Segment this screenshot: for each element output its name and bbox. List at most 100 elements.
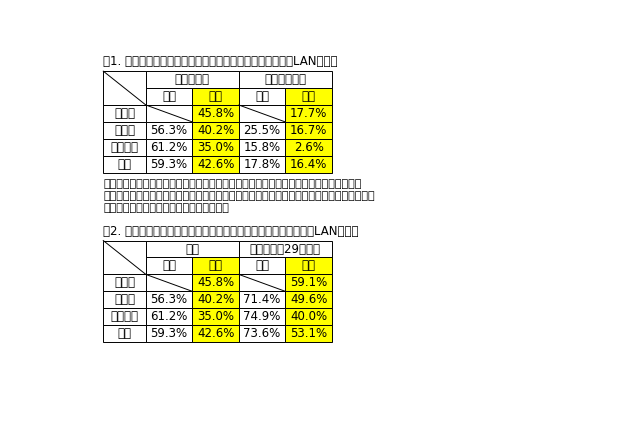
Text: 40.2%: 40.2% <box>197 124 234 137</box>
Bar <box>239 291 285 308</box>
Text: 17.8%: 17.8% <box>243 158 281 171</box>
Bar <box>146 291 193 308</box>
Bar <box>239 156 285 173</box>
Bar <box>193 139 239 156</box>
Text: 平均: 平均 <box>118 158 132 171</box>
Text: 15.8%: 15.8% <box>244 141 281 154</box>
Bar <box>146 325 193 342</box>
Text: 公立: 公立 <box>301 90 316 103</box>
Bar <box>146 274 193 291</box>
Bar <box>193 308 239 325</box>
Text: 56.3%: 56.3% <box>150 294 188 306</box>
Bar <box>193 257 239 274</box>
Text: 小学校: 小学校 <box>114 276 135 289</box>
Text: 71.4%: 71.4% <box>243 294 281 306</box>
Bar <box>285 291 332 308</box>
Bar <box>103 105 146 122</box>
Text: 2.6%: 2.6% <box>294 141 324 154</box>
Text: 35.0%: 35.0% <box>197 310 234 323</box>
Bar <box>193 291 239 308</box>
Bar <box>285 139 332 156</box>
Bar <box>239 105 285 122</box>
Text: 表1. 私立と公立の小学校・中学校・高等学校の現状の無線LAN普及率: 表1. 私立と公立の小学校・中学校・高等学校の現状の無線LAN普及率 <box>103 55 338 69</box>
Text: 学校普及率: 学校普及率 <box>175 73 210 86</box>
Bar <box>239 274 285 291</box>
Bar <box>239 257 285 274</box>
Bar <box>193 274 239 291</box>
Text: 61.2%: 61.2% <box>150 141 188 154</box>
Text: 中学校: 中学校 <box>114 294 135 306</box>
Bar <box>285 122 332 139</box>
Text: 35.0%: 35.0% <box>197 141 234 154</box>
Text: 注）教室数等には普通教室以外に特別教室、コンピュータ室、体育館、その他職員室、: 注）教室数等には普通教室以外に特別教室、コンピュータ室、体育館、その他職員室、 <box>103 178 362 189</box>
Text: 45.8%: 45.8% <box>197 276 234 289</box>
Text: 45.8%: 45.8% <box>197 107 234 120</box>
Text: 40.2%: 40.2% <box>197 294 234 306</box>
Text: 56.3%: 56.3% <box>150 124 188 137</box>
Bar <box>239 325 285 342</box>
Text: 平均: 平均 <box>118 327 132 340</box>
Text: 私立: 私立 <box>162 90 176 103</box>
Bar <box>146 257 193 274</box>
Bar <box>239 139 285 156</box>
Bar <box>103 156 146 173</box>
Text: 16.4%: 16.4% <box>290 158 327 171</box>
Bar <box>146 308 193 325</box>
Bar <box>285 156 332 173</box>
Text: 40.0%: 40.0% <box>290 310 327 323</box>
Bar <box>103 291 146 308</box>
Bar <box>103 325 146 342</box>
Bar <box>285 105 332 122</box>
Bar <box>146 139 193 156</box>
Text: 59.3%: 59.3% <box>150 158 188 171</box>
Text: 将来（平成29年度）: 将来（平成29年度） <box>250 242 321 256</box>
Bar <box>285 308 332 325</box>
Text: 校長室、事務室等を含む。特別教室とは教科専用教室（理科室、音楽室等）、多目的教室、: 校長室、事務室等を含む。特別教室とは教科専用教室（理科室、音楽室等）、多目的教室… <box>103 191 375 201</box>
Text: 私立: 私立 <box>162 259 176 273</box>
Bar <box>285 325 332 342</box>
Text: 17.7%: 17.7% <box>290 107 327 120</box>
Bar <box>103 122 146 139</box>
Text: 高等学校: 高等学校 <box>111 310 139 323</box>
Bar <box>285 274 332 291</box>
Bar <box>193 156 239 173</box>
Bar <box>146 156 193 173</box>
Bar <box>103 241 146 274</box>
Text: 74.9%: 74.9% <box>243 310 281 323</box>
Text: 25.5%: 25.5% <box>244 124 281 137</box>
Text: 42.6%: 42.6% <box>197 327 234 340</box>
Text: 中学校: 中学校 <box>114 124 135 137</box>
Text: 特別支援学級教室、視聴覚室、実習室など: 特別支援学級教室、視聴覚室、実習室など <box>103 203 229 213</box>
Text: 現状: 現状 <box>186 242 200 256</box>
Text: 公立: 公立 <box>209 259 223 273</box>
Text: 表2. 私立と公立の小学校・中学校・高等学校の現状と将来の無線LAN普及率: 表2. 私立と公立の小学校・中学校・高等学校の現状と将来の無線LAN普及率 <box>103 225 359 238</box>
Text: 59.3%: 59.3% <box>150 327 188 340</box>
Bar <box>239 88 285 105</box>
Bar <box>239 308 285 325</box>
Bar <box>103 71 146 105</box>
Bar <box>239 241 332 257</box>
Text: 16.7%: 16.7% <box>290 124 327 137</box>
Bar <box>146 241 239 257</box>
Text: 公立: 公立 <box>301 259 316 273</box>
Bar <box>285 257 332 274</box>
Text: 49.6%: 49.6% <box>290 294 327 306</box>
Text: 59.1%: 59.1% <box>290 276 327 289</box>
Text: 私立: 私立 <box>255 259 269 273</box>
Bar <box>146 122 193 139</box>
Bar <box>146 88 193 105</box>
Text: 73.6%: 73.6% <box>243 327 281 340</box>
Text: 42.6%: 42.6% <box>197 158 234 171</box>
Bar <box>285 88 332 105</box>
Bar <box>103 274 146 291</box>
Text: 高等学校: 高等学校 <box>111 141 139 154</box>
Bar <box>239 122 285 139</box>
Text: 小学校: 小学校 <box>114 107 135 120</box>
Bar <box>146 71 239 88</box>
Text: 私立: 私立 <box>255 90 269 103</box>
Bar <box>239 71 332 88</box>
Bar <box>193 325 239 342</box>
Bar <box>103 139 146 156</box>
Bar <box>146 105 193 122</box>
Bar <box>193 122 239 139</box>
